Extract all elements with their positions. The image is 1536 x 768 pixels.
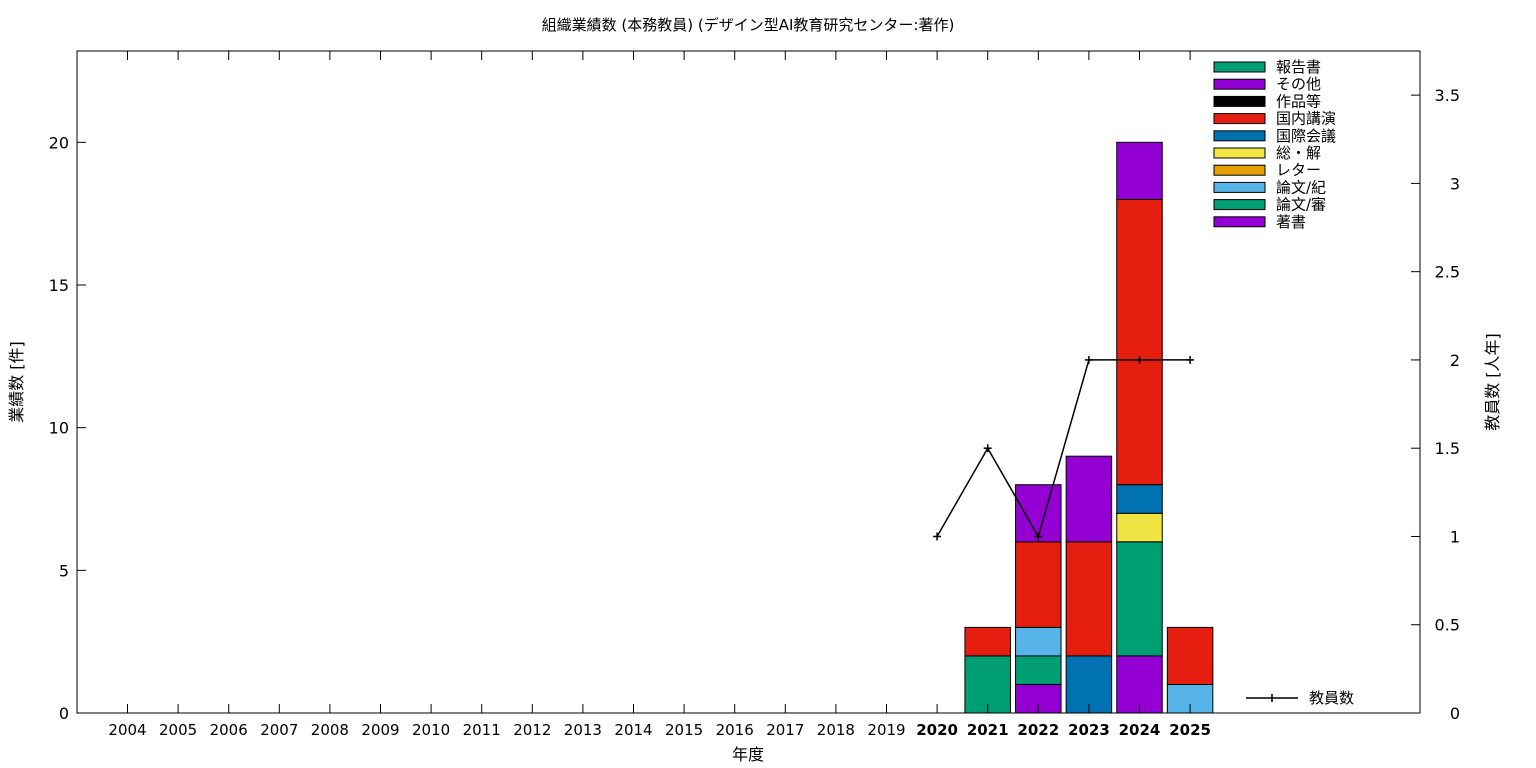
teacher-count-point-2021 xyxy=(983,444,992,453)
bar-2023-series-6 xyxy=(1065,541,1113,657)
bar-2022-series-2 xyxy=(1015,626,1062,657)
y-tick-label-3: 15 xyxy=(49,276,69,295)
legend-swatch xyxy=(1213,181,1266,193)
bar-2025-series-6 xyxy=(1166,626,1214,685)
x-tick-label-2009: 2009 xyxy=(361,721,399,739)
y2-tick-label-3: 1.5 xyxy=(1435,439,1460,458)
legend-swatch xyxy=(1213,199,1266,211)
legend-label: 論文/紀 xyxy=(1276,178,1326,196)
axes: 0 5 10 15 20 0 0.5 1 1.5 2 2.5 3 3.5 2004 2005 2006 2007… xyxy=(49,50,1460,739)
legend-item-1: その他 xyxy=(1213,75,1321,93)
legend-label: 論文/審 xyxy=(1276,196,1326,214)
legend-line-label: 教員数 xyxy=(1309,689,1354,707)
y2-tick-label-5: 2.5 xyxy=(1435,263,1460,282)
bar-2022-series-6 xyxy=(1015,541,1062,628)
legend-swatch xyxy=(1213,113,1266,125)
bar-2024-series-1 xyxy=(1116,541,1163,657)
teacher-count-point-2023 xyxy=(1084,355,1093,364)
x-tick-label-2024: 2024 xyxy=(1119,721,1161,739)
legend-swatch xyxy=(1213,147,1266,159)
y2-axis-label: 教員数 [人年] xyxy=(1483,333,1502,431)
bar-2023-series-5 xyxy=(1065,655,1113,714)
y-axis-label: 業績数 [件] xyxy=(7,341,26,423)
teacher-count-point-2024 xyxy=(1135,355,1144,364)
y2-tick-label-2: 1 xyxy=(1450,527,1460,546)
legend-swatch xyxy=(1213,95,1266,107)
legend-swatch xyxy=(1213,78,1266,90)
plot-border xyxy=(76,50,1421,714)
legend-item-4: 国際会議 xyxy=(1213,127,1336,145)
y-tick-label-0: 0 xyxy=(59,704,69,723)
legend-item-7: 論文/紀 xyxy=(1213,178,1326,196)
line-layer xyxy=(933,355,1195,541)
bar-2024-series-4 xyxy=(1116,512,1163,543)
x-tick-label-2012: 2012 xyxy=(513,721,551,739)
legend-swatch xyxy=(1213,164,1266,176)
bars xyxy=(964,141,1214,714)
bar-2021-series-6 xyxy=(964,626,1011,657)
x-tick-label-2010: 2010 xyxy=(412,721,450,739)
y2-tick-label-7: 3.5 xyxy=(1435,86,1460,105)
y2-tick-label-6: 3 xyxy=(1450,174,1460,193)
bar-2022-series-8 xyxy=(1015,484,1062,543)
x-tick-label-2017: 2017 xyxy=(766,721,804,739)
x-tick-label-2021: 2021 xyxy=(967,721,1009,739)
x-tick-label-2022: 2022 xyxy=(1017,721,1059,739)
x-axis-label: 年度 xyxy=(732,745,764,764)
legend-item-5: 総・解 xyxy=(1213,144,1321,162)
x-tick-label-2014: 2014 xyxy=(614,721,652,739)
legend-item-2: 作品等 xyxy=(1213,92,1321,110)
legend-item-6: レター xyxy=(1213,161,1321,179)
legend-item-9: 著書 xyxy=(1213,213,1306,231)
y2-tick-label-0: 0 xyxy=(1450,704,1460,723)
x-tick-label-2015: 2015 xyxy=(665,721,703,739)
x-tick-label-2005: 2005 xyxy=(159,721,197,739)
legend-item-3: 国内講演 xyxy=(1213,110,1336,128)
y-tick-label-4: 20 xyxy=(49,133,69,152)
bar-2021-series-1 xyxy=(964,655,1011,714)
legend-label: 総・解 xyxy=(1276,144,1321,162)
x-tick-label-2013: 2013 xyxy=(564,721,602,739)
teacher-count-point-2020 xyxy=(933,532,942,541)
bar-2024-series-5 xyxy=(1116,484,1163,514)
teacher-count-line xyxy=(936,359,1191,539)
bar-2023-series-8 xyxy=(1065,455,1113,543)
legend-label: その他 xyxy=(1276,75,1321,93)
x-tick-label-2007: 2007 xyxy=(260,721,298,739)
x-tick-label-2025: 2025 xyxy=(1169,721,1211,739)
x-tick-label-2016: 2016 xyxy=(716,721,754,739)
legend-swatch xyxy=(1213,61,1266,73)
legend-item-line: 教員数 xyxy=(1246,689,1354,707)
legend-label: 作品等 xyxy=(1276,92,1321,110)
chart-title: 組織業績数 (本務教員) (デザイン型AI教育研究センター:著作) xyxy=(542,16,955,34)
x-tick-label-2004: 2004 xyxy=(108,721,146,739)
teacher-count-point-2025 xyxy=(1186,355,1195,364)
y2-tick-label-4: 2 xyxy=(1450,351,1460,370)
legend-item-8: 論文/審 xyxy=(1213,196,1326,214)
x-tick-label-2020: 2020 xyxy=(916,721,958,739)
x-tick-label-2019: 2019 xyxy=(867,721,905,739)
y-tick-label-1: 5 xyxy=(59,561,69,580)
legend-item-0: 報告書 xyxy=(1213,58,1321,76)
legend-label: 国内講演 xyxy=(1276,110,1336,128)
y2-tick-label-1: 0.5 xyxy=(1435,616,1460,635)
legend-label: 著書 xyxy=(1276,213,1306,231)
teacher-count-point-2022 xyxy=(1034,532,1043,541)
x-tick-label-2008: 2008 xyxy=(311,721,349,739)
legend-swatch xyxy=(1213,130,1266,142)
legend-label: 報告書 xyxy=(1276,58,1321,76)
x-tick-label-2023: 2023 xyxy=(1068,721,1110,739)
legend-label: 国際会議 xyxy=(1276,127,1336,145)
bar-2022-series-1 xyxy=(1015,655,1062,685)
bar-2024-series-8 xyxy=(1116,141,1163,200)
x-tick-label-2011: 2011 xyxy=(463,721,501,739)
legend-label: レター xyxy=(1276,161,1321,179)
x-tick-label-2018: 2018 xyxy=(817,721,855,739)
legend-swatch xyxy=(1213,216,1266,228)
x-tick-label-2006: 2006 xyxy=(210,721,248,739)
y-tick-label-2: 10 xyxy=(49,419,69,438)
bar-2024-series-6 xyxy=(1116,198,1163,486)
